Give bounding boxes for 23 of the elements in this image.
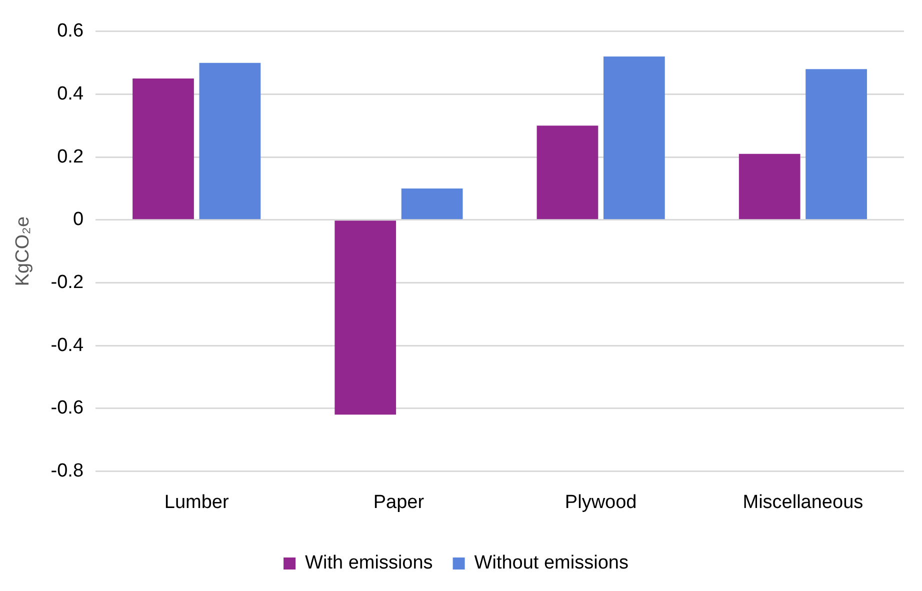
x-tick-label: Lumber <box>164 492 230 513</box>
bar <box>199 62 261 220</box>
x-tick-label: Miscellaneous <box>742 492 864 513</box>
legend-label: Without emissions <box>474 552 628 574</box>
x-tick-label: Paper <box>373 492 425 513</box>
y-tick-label: 0.4 <box>57 83 84 104</box>
y-axis-title: KgCO₂e <box>12 216 34 286</box>
bar <box>132 78 194 220</box>
bar <box>738 154 800 220</box>
bar <box>401 188 463 220</box>
y-tick-label: -0.6 <box>50 398 84 419</box>
y-tick-label: -0.4 <box>50 334 84 356</box>
bar <box>334 220 396 415</box>
legend-label: With emissions <box>305 552 433 574</box>
y-tick-label: 0 <box>72 209 84 230</box>
x-tick-label: Plywood <box>564 492 637 513</box>
y-tick-label: -0.8 <box>50 460 84 482</box>
y-tick-label: -0.2 <box>50 272 84 293</box>
bar <box>603 56 665 220</box>
bar <box>536 126 598 220</box>
bar <box>806 69 867 220</box>
y-tick-label: 0.2 <box>57 146 84 168</box>
y-tick-label: 0.6 <box>57 20 84 42</box>
